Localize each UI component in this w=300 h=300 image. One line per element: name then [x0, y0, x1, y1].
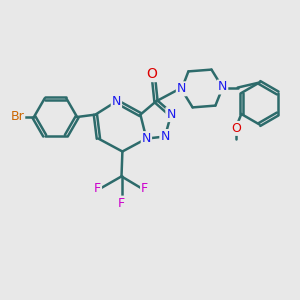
Text: N: N: [112, 95, 121, 108]
Text: O: O: [146, 67, 157, 81]
Text: N: N: [177, 82, 186, 95]
Text: O: O: [231, 122, 241, 135]
Text: F: F: [118, 196, 125, 210]
Text: F: F: [141, 182, 148, 195]
Text: Br: Br: [11, 110, 24, 124]
Text: F: F: [94, 182, 101, 195]
Text: N: N: [218, 80, 227, 94]
Text: N: N: [160, 130, 170, 143]
Text: N: N: [166, 108, 176, 121]
Text: N: N: [142, 132, 151, 145]
